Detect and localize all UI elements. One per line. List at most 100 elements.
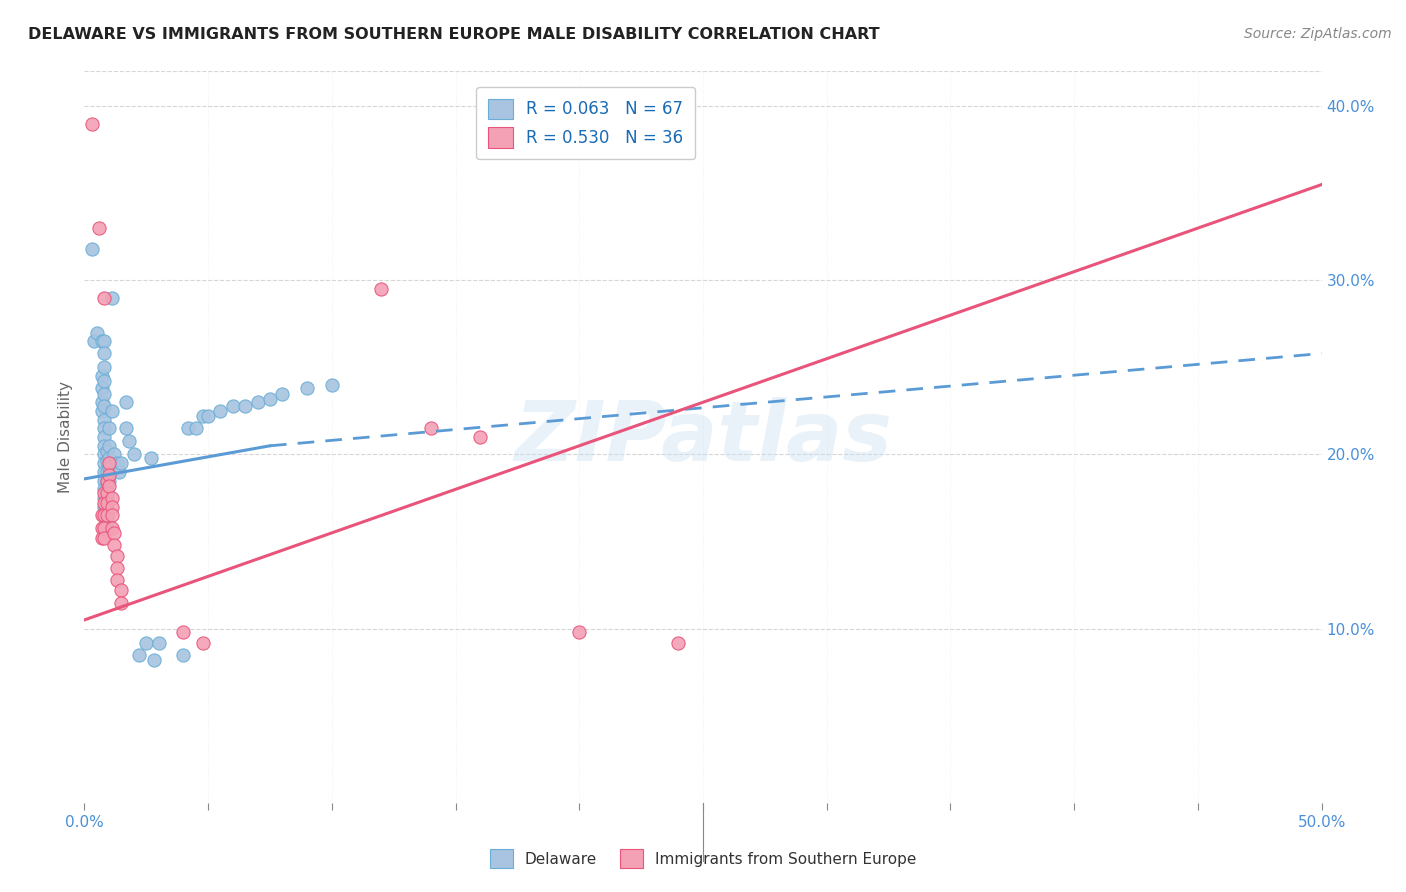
Point (246, 395, 269, 409)
Point (93, 375, 115, 389)
Point (93, 500, 115, 514)
Point (96, 503, 118, 517)
Point (100, 521, 122, 535)
Point (86, 326, 108, 340)
Point (90, 381, 112, 395)
Point (295, 381, 318, 395)
Point (321, 377, 343, 392)
Text: DELAWARE VS IMMIGRANTS FROM SOUTHERN EUROPE MALE DISABILITY CORRELATION CHART: DELAWARE VS IMMIGRANTS FROM SOUTHERN EUR… (28, 27, 880, 42)
Point (141, 450, 163, 465)
Point (90, 531, 112, 545)
Point (93, 412, 115, 426)
Point (118, 434, 141, 448)
Point (96, 496, 118, 510)
Point (93, 508, 115, 523)
Point (197, 409, 219, 424)
Point (83, 334, 105, 349)
Point (100, 404, 122, 418)
Point (93, 386, 115, 401)
Point (93, 485, 115, 500)
Point (96, 465, 118, 479)
Point (191, 635, 214, 649)
Point (96, 485, 118, 500)
Point (100, 500, 122, 514)
Legend: Delaware, Immigrants from Southern Europe: Delaware, Immigrants from Southern Europ… (482, 842, 924, 876)
Point (222, 399, 245, 413)
Point (93, 421, 115, 435)
Point (96, 474, 118, 488)
Point (90, 395, 112, 409)
Point (93, 474, 115, 488)
Point (259, 392, 281, 406)
Point (93, 448, 115, 462)
Point (90, 521, 112, 535)
Point (115, 395, 138, 409)
Point (80, 117, 103, 131)
Point (98, 474, 121, 488)
Point (96, 444, 118, 458)
Point (370, 282, 392, 296)
Point (115, 421, 138, 435)
Point (96, 521, 118, 535)
Point (93, 346, 115, 360)
Point (90, 334, 112, 349)
Point (93, 521, 115, 535)
Point (89, 221, 111, 235)
Point (93, 496, 115, 510)
Point (96, 508, 118, 523)
Y-axis label: Male Disability: Male Disability (58, 381, 73, 493)
Point (93, 430, 115, 444)
Point (419, 421, 441, 435)
Point (93, 360, 115, 375)
Point (93, 531, 115, 545)
Point (177, 421, 200, 435)
Point (172, 648, 194, 662)
Point (98, 461, 121, 475)
Point (233, 399, 256, 413)
Point (128, 648, 150, 662)
Point (271, 386, 294, 401)
Point (98, 439, 121, 453)
Point (103, 538, 125, 552)
Point (110, 583, 132, 598)
Point (93, 399, 115, 413)
Point (96, 454, 118, 468)
Point (93, 465, 115, 479)
Point (93, 491, 115, 505)
Point (191, 409, 214, 424)
Point (98, 450, 121, 465)
Point (93, 291, 115, 305)
Point (100, 291, 122, 305)
Point (98, 456, 121, 470)
Point (100, 491, 122, 505)
Point (98, 479, 121, 493)
Point (184, 421, 207, 435)
Point (98, 468, 121, 483)
Point (93, 483, 115, 497)
Point (110, 456, 132, 470)
Text: ZIPatlas: ZIPatlas (515, 397, 891, 477)
Point (93, 439, 115, 453)
Point (98, 421, 121, 435)
Point (90, 508, 112, 523)
Point (96, 474, 118, 488)
Point (96, 491, 118, 505)
Point (103, 448, 125, 462)
Point (105, 560, 128, 574)
Point (148, 635, 170, 649)
Point (93, 456, 115, 470)
Text: Source: ZipAtlas.com: Source: ZipAtlas.com (1244, 27, 1392, 41)
Point (96, 514, 118, 528)
Point (96, 483, 118, 497)
Point (90, 404, 112, 418)
Point (172, 625, 194, 640)
Point (105, 456, 128, 470)
Point (666, 635, 689, 649)
Point (209, 404, 232, 418)
Point (568, 625, 591, 640)
Point (108, 465, 131, 479)
Point (100, 508, 122, 523)
Point (142, 653, 165, 667)
Point (103, 525, 125, 540)
Point (135, 635, 157, 649)
